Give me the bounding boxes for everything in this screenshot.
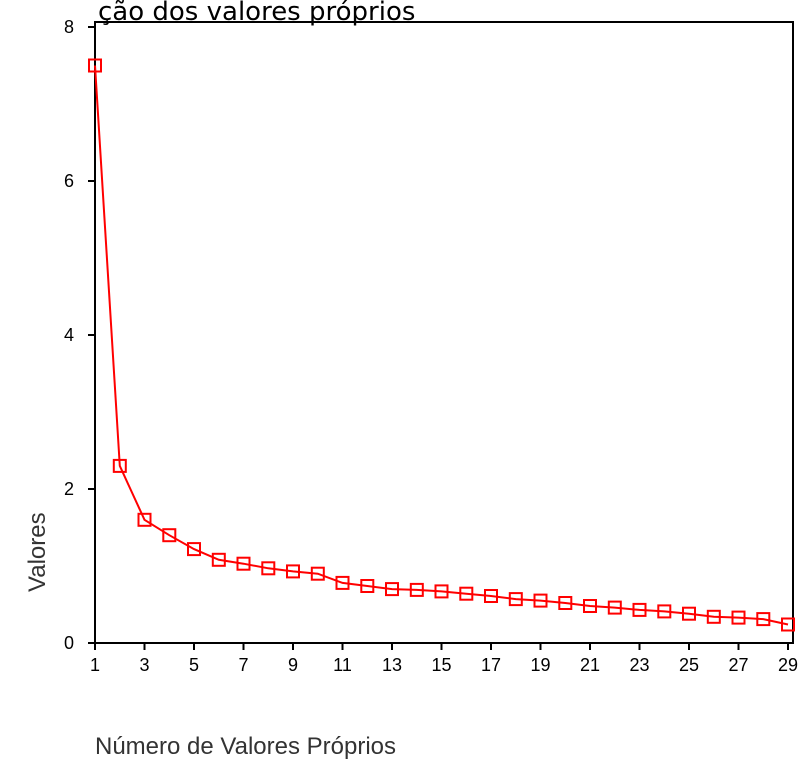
x-tick-label: 13	[382, 655, 402, 675]
data-point-marker	[558, 596, 573, 610]
x-tick-label: 21	[580, 655, 600, 675]
series-markers	[88, 58, 795, 632]
data-point-marker	[137, 512, 152, 527]
data-point-marker	[385, 582, 399, 597]
data-point-marker	[607, 600, 622, 615]
data-point-marker	[434, 584, 449, 599]
x-tick-label: 7	[238, 655, 248, 675]
data-point-marker	[508, 592, 523, 607]
y-tick-label: 4	[64, 325, 74, 345]
x-tick-label: 17	[481, 655, 501, 675]
data-point-marker	[484, 589, 498, 603]
x-tick-label: 9	[288, 655, 298, 675]
data-point-marker	[360, 579, 375, 593]
x-tick-label: 15	[431, 655, 451, 675]
x-tick-label: 5	[189, 655, 199, 675]
data-point-marker	[88, 58, 102, 73]
x-tick-label: 19	[530, 655, 550, 675]
data-point-marker	[632, 602, 647, 617]
data-point-marker	[211, 552, 226, 567]
x-tick-label: 27	[728, 655, 748, 675]
data-point-marker	[409, 582, 424, 597]
x-tick-label: 1	[90, 655, 100, 675]
data-point-marker	[335, 575, 350, 590]
x-tick-label: 25	[679, 655, 699, 675]
data-point-marker	[310, 566, 325, 581]
data-point-marker	[112, 458, 127, 473]
x-axis-title: Número de Valores Próprios	[95, 733, 396, 760]
data-point-marker	[261, 561, 276, 576]
x-tick-label: 29	[778, 655, 798, 675]
data-point-marker	[459, 586, 474, 601]
x-tick-label: 11	[333, 655, 352, 675]
y-tick-label: 2	[64, 479, 74, 499]
x-tick-label: 3	[139, 655, 149, 675]
data-point-marker	[756, 612, 771, 627]
data-point-marker	[533, 593, 548, 608]
y-axis-ticks: 0 2 4 6 8	[64, 17, 95, 653]
data-point-marker	[657, 604, 672, 619]
y-tick-label: 0	[64, 633, 74, 653]
plot-area-frame	[94, 21, 794, 644]
x-axis-ticks: 1 3 5 7 9 11 13 15 17 19 21 23 25 27 29	[90, 643, 798, 675]
data-point-marker	[706, 609, 721, 624]
data-point-marker	[682, 606, 696, 621]
y-tick-label: 8	[64, 17, 74, 37]
data-point-marker	[187, 542, 201, 557]
data-point-marker	[731, 610, 746, 625]
data-point-marker	[162, 528, 177, 543]
data-point-marker	[583, 599, 597, 613]
y-axis-title: Valores	[24, 512, 51, 592]
data-point-marker	[781, 617, 795, 632]
y-tick-label: 6	[64, 171, 74, 191]
data-point-marker	[286, 564, 300, 579]
series-line	[94, 65, 789, 626]
data-point-marker	[236, 556, 251, 571]
x-tick-label: 23	[629, 655, 649, 675]
